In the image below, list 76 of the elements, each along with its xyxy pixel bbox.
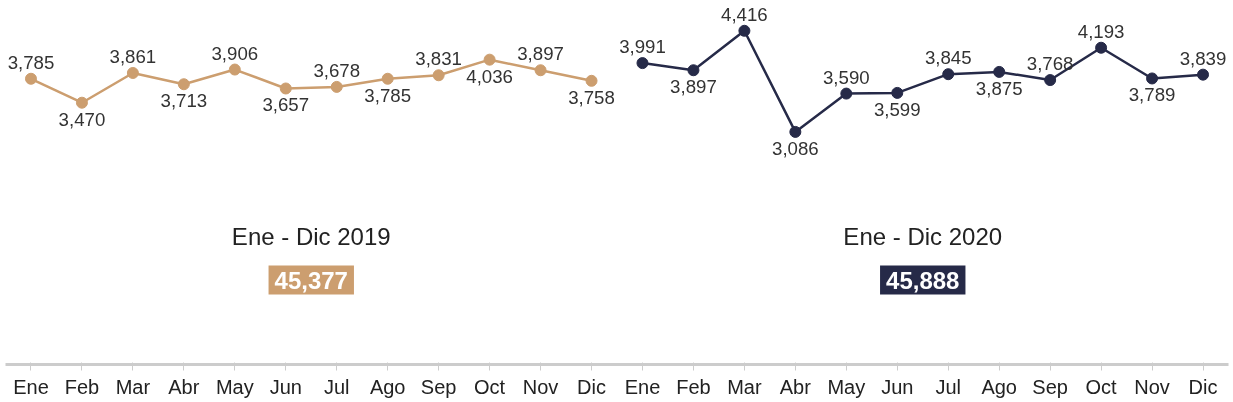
point [993,65,1006,78]
x-tick-label: Abr [168,375,200,398]
x-tick-label: Ene [13,375,49,398]
point [279,82,292,95]
x-tick-label: Jul [323,375,350,398]
x-tick-label: Jul [935,375,962,398]
point [942,68,955,81]
data-label: 3,906 [211,42,259,64]
data-label: 3,845 [924,47,972,69]
point [687,64,700,77]
data-label: 3,875 [975,77,1023,99]
point [1095,41,1108,54]
data-label: 3,785 [364,84,412,106]
data-label: 3,758 [568,86,615,108]
x-tick-label: Mar [115,375,151,398]
point [177,78,190,91]
point [636,57,649,70]
data-label: 3,991 [619,36,666,58]
point [126,66,139,79]
x-tick-label: Jun [269,375,302,398]
data-label: 3,861 [109,45,157,67]
point [1146,72,1159,85]
x-tick-label: Abr [779,375,812,398]
data-label: 3,789 [1128,84,1176,106]
x-tick-label: Oct [1085,375,1118,398]
text: 45,888 [886,266,960,294]
point [585,74,598,87]
x-tick-label: May [827,375,866,398]
x-tick-label: Dic [577,375,606,398]
x-tick-label: Sep [1032,375,1068,398]
data-label: 3,657 [262,94,310,116]
point [738,24,751,37]
x-tick-label: Nov [1134,375,1170,398]
data-label: 3,897 [670,76,717,98]
x-tick-label: Ene [624,375,661,398]
x-tick-label: Mar [727,375,762,398]
x-tick-label: Dic [1188,375,1218,398]
x-tick-label: Feb [64,375,100,398]
point [1197,68,1210,81]
x-tick-label: Jun [881,375,914,398]
data-label: 4,193 [1077,20,1125,42]
point [24,72,37,85]
data-label: 3,831 [415,48,462,70]
point [840,87,853,100]
x-tick-label: Ago [369,375,406,398]
point [330,80,343,93]
data-label: 3,599 [873,98,921,120]
data-label: 3,590 [822,66,870,88]
data-label: 3,785 [7,51,55,73]
x-tick-label: Oct [474,375,506,398]
point [483,53,496,66]
point [891,86,904,99]
x-tick-label: Feb [676,375,711,398]
x-tick-label: Sep [420,375,457,398]
data-label: 4,036 [466,65,513,87]
x-tick-label: May [215,375,254,398]
point [432,69,445,82]
text: 45,377 [274,266,348,294]
data-label: 3,086 [772,137,819,159]
text: Ene - Dic 2020 [843,222,1003,250]
point [228,63,241,76]
point [75,96,88,109]
point [381,72,394,85]
data-label: 4,416 [721,3,768,25]
data-label: 3,839 [1179,47,1227,69]
data-label: 3,768 [1026,53,1074,75]
data-label: 3,470 [58,108,106,130]
text: Ene - Dic 2019 [231,222,391,250]
point [1044,74,1057,87]
point [789,125,802,138]
data-label: 3,713 [160,90,208,112]
point [534,64,547,77]
x-tick-label: Nov [522,375,559,398]
data-label: 3,678 [313,59,361,81]
data-label: 3,897 [517,43,564,65]
x-tick-label: Ago [981,375,1017,398]
